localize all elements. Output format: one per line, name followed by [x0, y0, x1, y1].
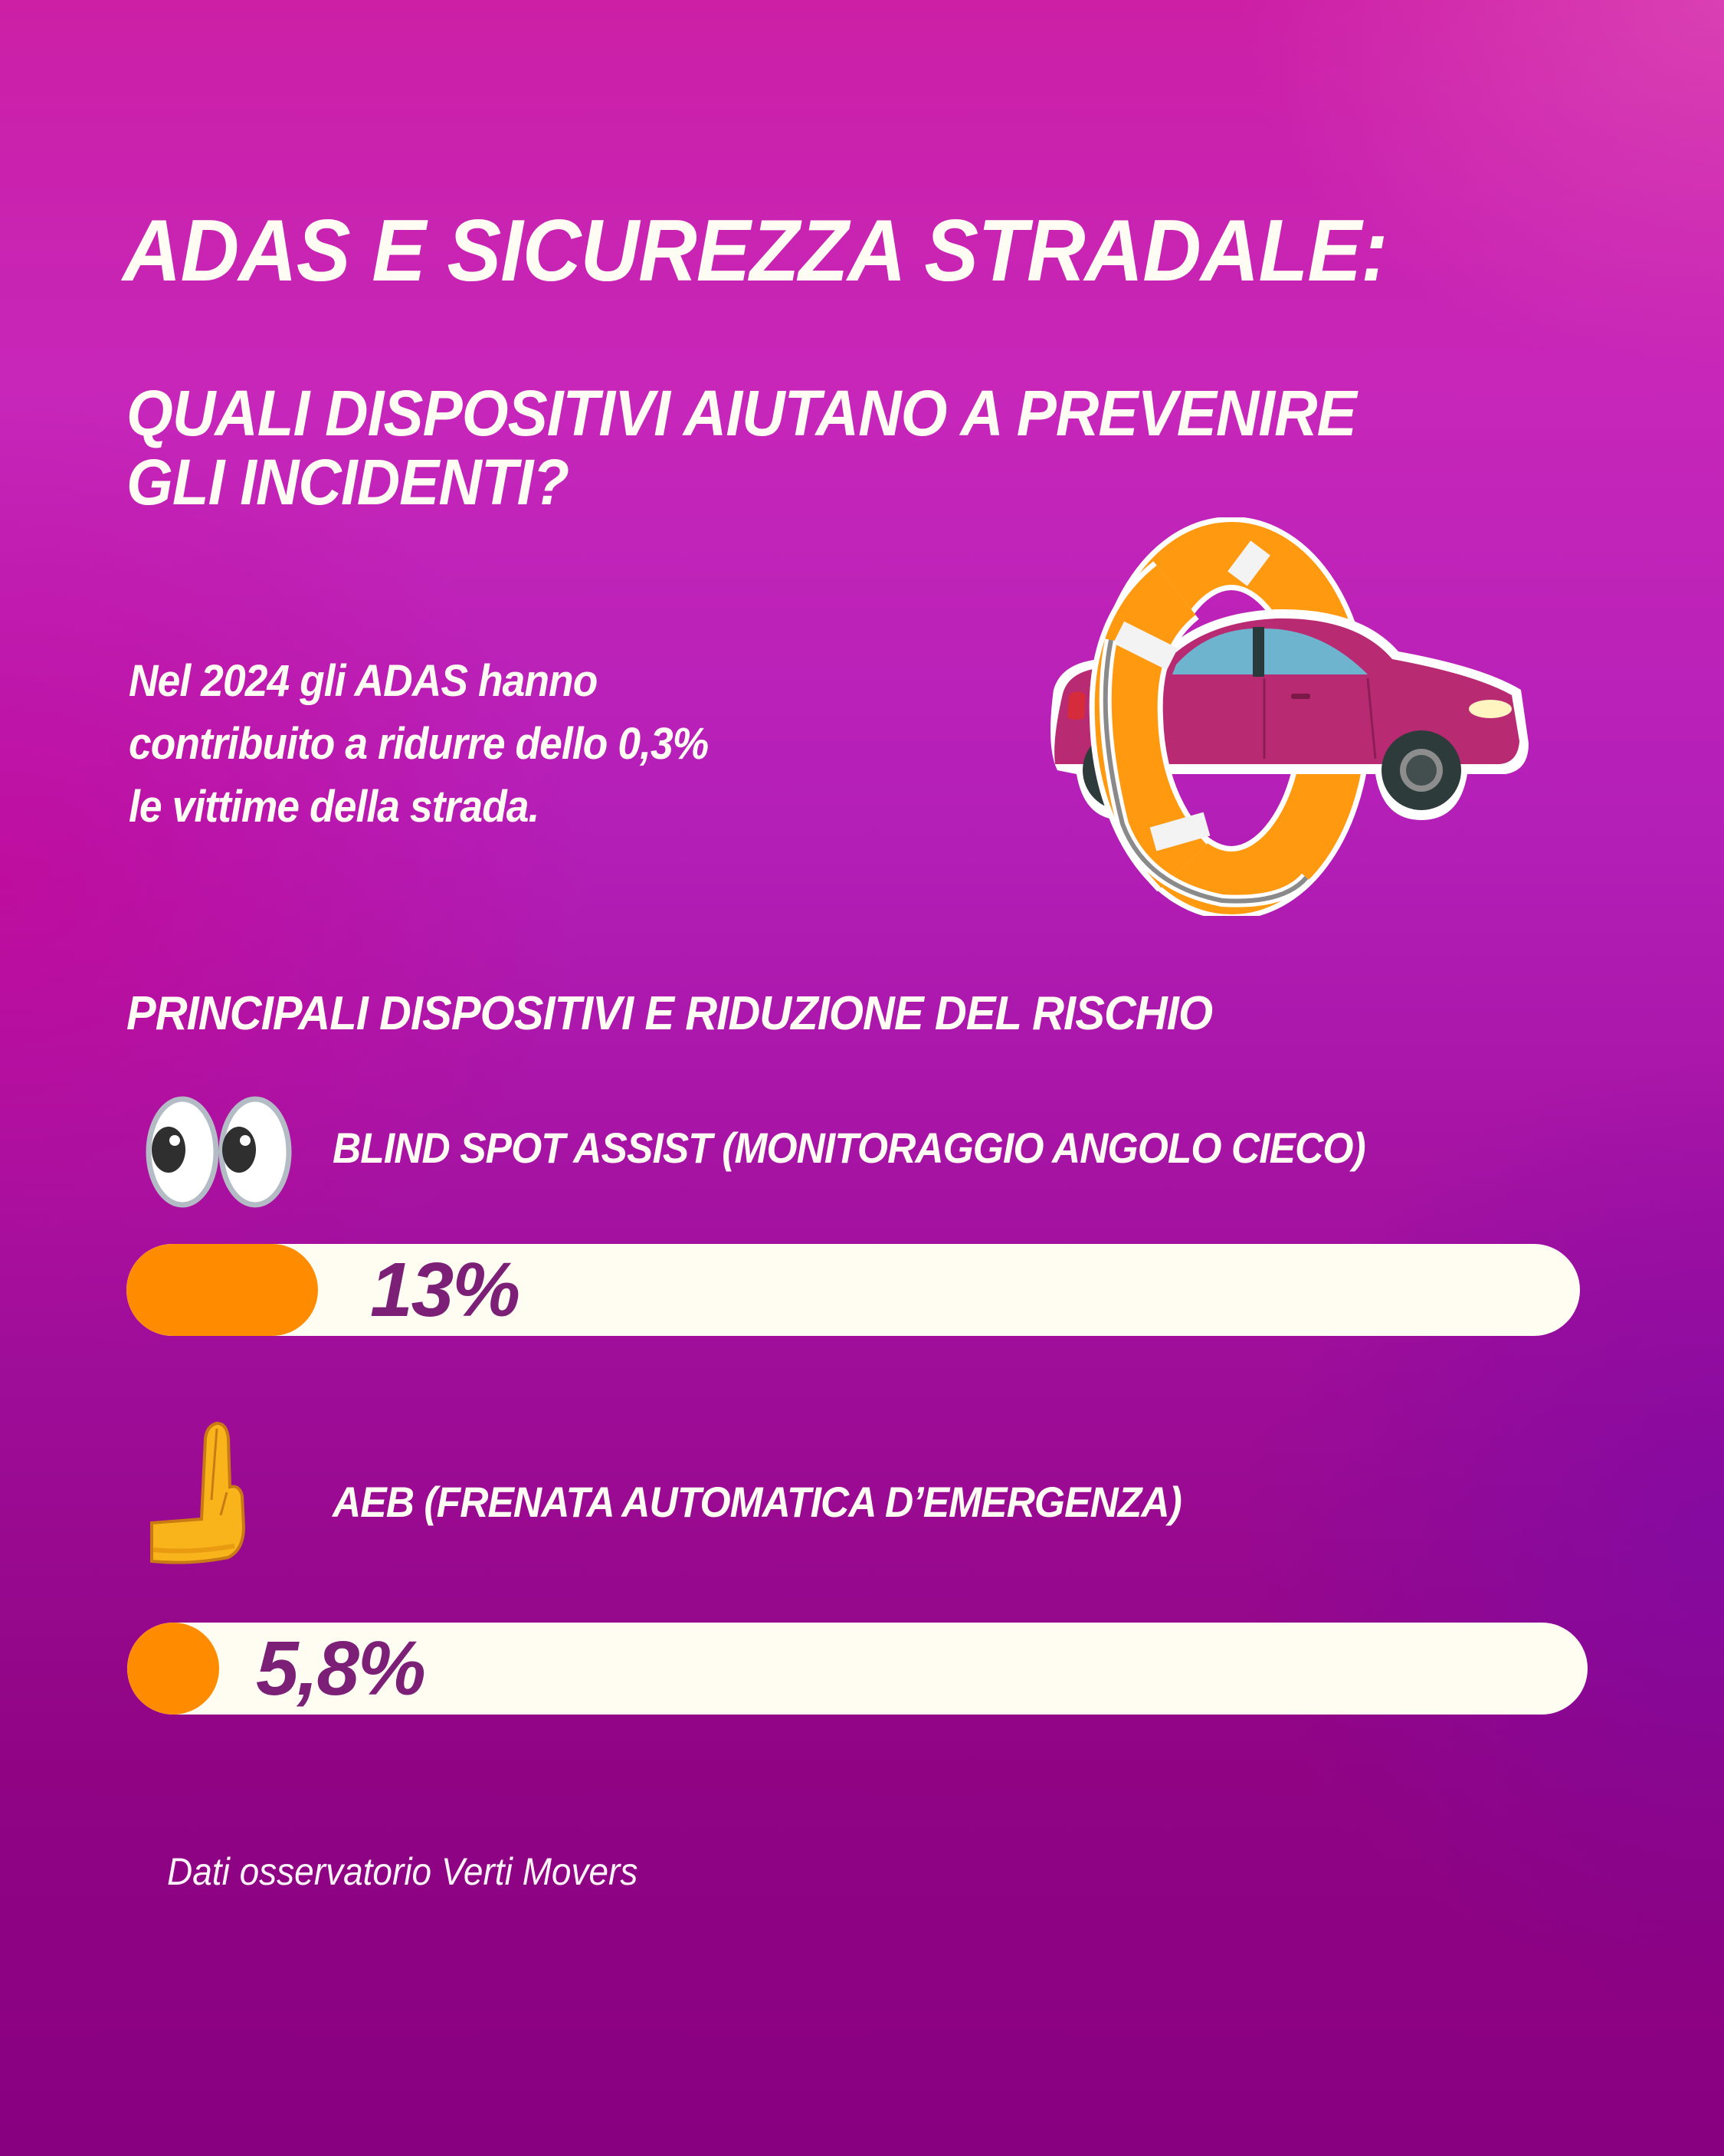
- intro-line: contribuito a ridurre dello 0,3%: [129, 719, 709, 769]
- source-note: Dati osservatorio Verti Movers: [167, 1850, 638, 1893]
- progress-bar-aeb: 5,8%: [127, 1623, 1588, 1715]
- bar-fill: [126, 1244, 318, 1336]
- subtitle-line: QUALI DISPOSITIVI AIUTANO A PREVENIRE: [126, 377, 1357, 449]
- intro-line: Nel 2024 gli ADAS hanno: [129, 656, 598, 706]
- intro-text: Nel 2024 gli ADAS hanno contribuito a ri…: [129, 650, 709, 838]
- section-title: PRINCIPALI DISPOSITIVI E RIDUZIONE DEL R…: [126, 987, 1213, 1040]
- page-title: ADAS E SICUREZZA STRADALE:: [123, 202, 1388, 300]
- progress-bar-blind-spot: 13%: [126, 1244, 1580, 1336]
- intro-line: le vittime della strada.: [129, 782, 539, 832]
- device-label-aeb: AEB (FRENATA AUTOMATICA D’EMERGENZA): [333, 1478, 1182, 1526]
- bar-value: 13%: [370, 1247, 520, 1333]
- eyes-emoji-icon: [146, 1096, 292, 1208]
- raised-back-hand-emoji-icon: [150, 1421, 246, 1564]
- device-label-blind-spot: BLIND SPOT ASSIST (MONITORAGGIO ANGOLO C…: [333, 1124, 1366, 1172]
- bar-value: 5,8%: [256, 1626, 426, 1711]
- subtitle-line: GLI INCIDENTI?: [126, 446, 569, 518]
- car-lifebuoy-illustration: [1050, 517, 1529, 916]
- page-subtitle: QUALI DISPOSITIVI AIUTANO A PREVENIRE GL…: [126, 377, 1357, 518]
- bar-fill: [127, 1623, 219, 1715]
